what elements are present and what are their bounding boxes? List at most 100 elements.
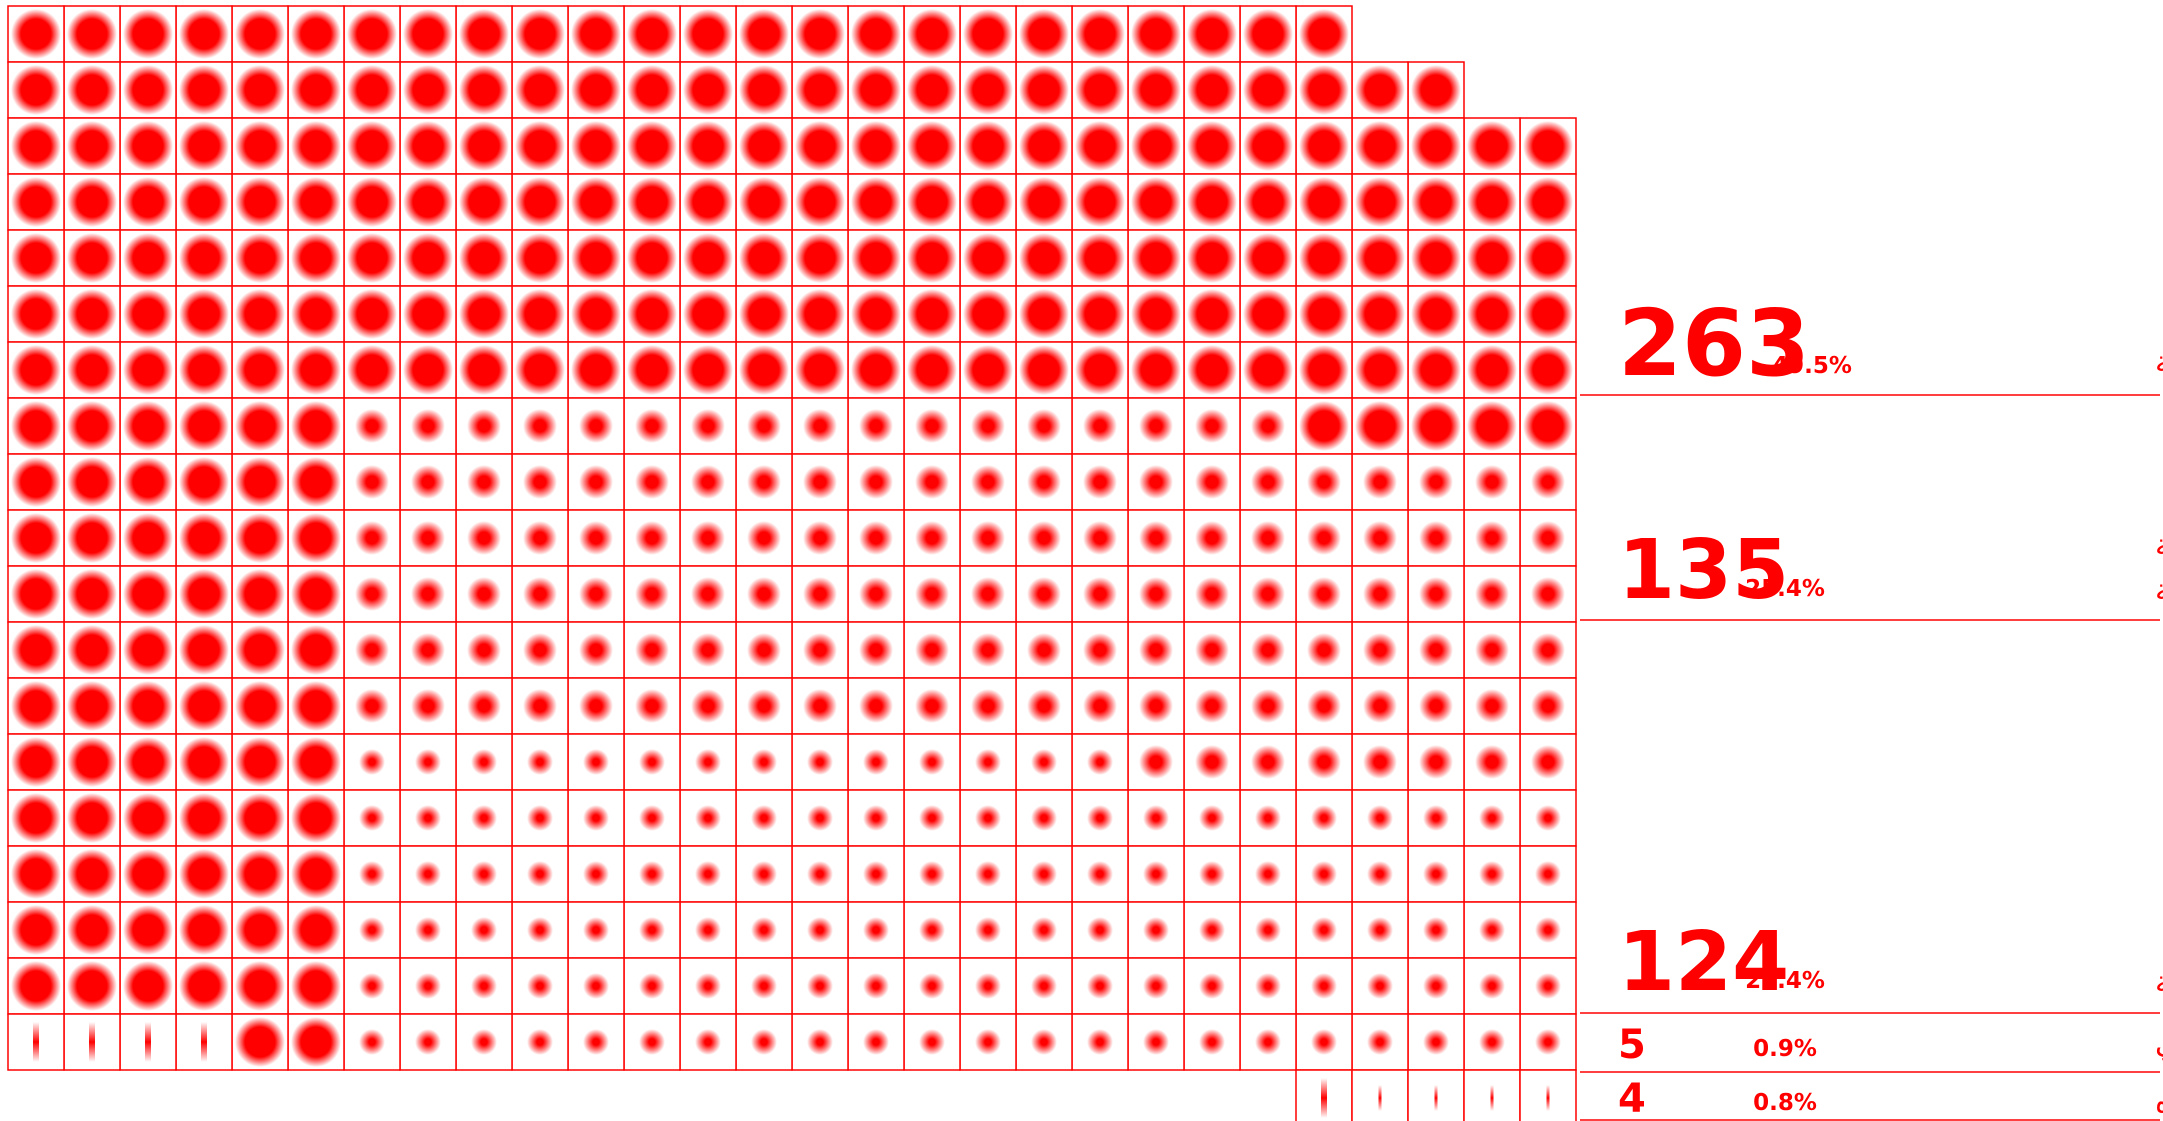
sms-cell <box>1463 285 1521 343</box>
call-and-sms-cell <box>1183 733 1241 791</box>
sms-cell <box>175 845 233 903</box>
sms-cell <box>1295 5 1353 63</box>
call-cell <box>1127 901 1185 959</box>
call-cell <box>847 789 905 847</box>
call-and-sms-cell <box>1071 453 1129 511</box>
sms-cell <box>959 229 1017 287</box>
sms-cell <box>119 5 177 63</box>
call-and-sms-cell <box>1351 509 1409 567</box>
sms-cell <box>1127 341 1185 399</box>
call-and-sms-cell <box>1463 453 1521 511</box>
call-cell <box>343 789 401 847</box>
sms-cell <box>959 5 1017 63</box>
call-cell <box>903 901 961 959</box>
call-cell <box>455 845 513 903</box>
sms-cell <box>1239 285 1297 343</box>
call-and-sms-cell <box>1239 621 1297 679</box>
call-cell <box>847 845 905 903</box>
call-cell <box>679 1013 737 1071</box>
sms-cell <box>7 789 65 847</box>
call-cell <box>1183 789 1241 847</box>
call-cell <box>1407 1013 1465 1071</box>
sms-cell <box>63 621 121 679</box>
call-cell <box>455 789 513 847</box>
call-cell <box>1015 845 1073 903</box>
call-and-sms-cell <box>343 453 401 511</box>
call-cell <box>1183 957 1241 1015</box>
sms-cell <box>287 397 345 455</box>
sms-cell <box>1015 341 1073 399</box>
call-cell <box>1015 789 1073 847</box>
call-cell <box>1407 957 1465 1015</box>
call-and-sms-cell <box>1127 565 1185 623</box>
sms-cell <box>847 117 905 175</box>
call-and-sms-cell <box>1239 509 1297 567</box>
sms-percent: 49.5% <box>1772 353 1852 379</box>
call-and-sms-cell <box>567 565 625 623</box>
sms-cell <box>231 901 289 959</box>
call-and-sms-cell <box>1183 453 1241 511</box>
call-cell <box>959 733 1017 791</box>
call-cell <box>1239 789 1297 847</box>
sms-cell <box>231 621 289 679</box>
sms-cell <box>175 453 233 511</box>
sms-cell <box>1407 61 1465 119</box>
call-cell <box>1463 1013 1521 1071</box>
call-and-sms-cell <box>1295 733 1353 791</box>
sms-cell <box>1071 117 1129 175</box>
call-and-sms-cell <box>1071 677 1129 735</box>
sms-cell <box>119 789 177 847</box>
call-and-sms-cell <box>623 509 681 567</box>
sms-cell <box>1127 285 1185 343</box>
call-and-sms-cell <box>399 565 457 623</box>
sms-cell <box>231 677 289 735</box>
call-cell <box>343 901 401 959</box>
sms-cell <box>511 173 569 231</box>
call-and-sms-cell <box>1407 677 1465 735</box>
sms-cell <box>1239 229 1297 287</box>
sms-cell <box>119 677 177 735</box>
sms-cell <box>343 229 401 287</box>
call-and-sms-cell <box>1295 621 1353 679</box>
sms-cell <box>7 845 65 903</box>
sms-cell <box>959 341 1017 399</box>
sms-cell <box>175 733 233 791</box>
call-and-sms-cell <box>1239 677 1297 735</box>
sms-cell <box>623 341 681 399</box>
sms-cell <box>287 285 345 343</box>
call-and-sms-cell <box>959 453 1017 511</box>
call-and-sms-cell <box>1519 621 1577 679</box>
sms-cell <box>119 117 177 175</box>
sms-cell <box>7 61 65 119</box>
sms-cell <box>175 621 233 679</box>
sms-cell <box>231 789 289 847</box>
call-and-sms-cell <box>623 621 681 679</box>
sms-cell <box>63 677 121 735</box>
sms-cell <box>1127 229 1185 287</box>
call-and-sms-cell <box>343 397 401 455</box>
call-cell <box>1351 789 1409 847</box>
sms-cell <box>1127 5 1185 63</box>
sms-cell <box>7 229 65 287</box>
sms-cell <box>679 285 737 343</box>
call-and-sms-cell <box>399 509 457 567</box>
call-and-sms-cell <box>1407 453 1465 511</box>
sms-cell <box>287 229 345 287</box>
call-cell <box>1071 845 1129 903</box>
sms-cell <box>63 453 121 511</box>
sms-cell <box>1239 61 1297 119</box>
sms-cell <box>623 61 681 119</box>
sms-cell <box>735 229 793 287</box>
call-cell <box>1239 901 1297 959</box>
call-cell <box>623 901 681 959</box>
call-and-sms-cell <box>455 621 513 679</box>
sms-cell <box>1407 117 1465 175</box>
sms-cell <box>7 733 65 791</box>
call-and-sms-cell <box>847 621 905 679</box>
sms-cell <box>511 341 569 399</box>
sms-cell <box>399 5 457 63</box>
sms-cell <box>735 173 793 231</box>
call-cell <box>679 845 737 903</box>
call-and-sms-cell <box>1351 453 1409 511</box>
